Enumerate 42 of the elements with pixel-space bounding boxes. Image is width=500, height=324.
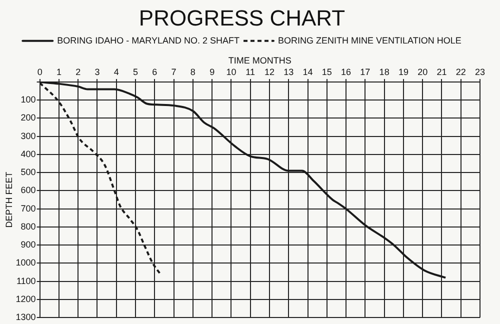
x-tick-label: 8 <box>190 67 196 78</box>
y-tick-label: 900 <box>20 240 36 250</box>
y-tick-label: 200 <box>20 112 36 123</box>
x-tick-label: 6 <box>152 67 158 78</box>
x-tick-label: 5 <box>133 67 138 78</box>
x-tick-label: 11 <box>246 67 256 78</box>
chart-title: PROGRESS CHART <box>138 5 346 30</box>
x-tick-label: 14 <box>302 67 313 78</box>
y-tick-label: 600 <box>20 185 36 196</box>
x-tick-label: 1 <box>56 67 62 78</box>
y-tick-label: 1100 <box>16 276 36 286</box>
x-tick-label: 2 <box>76 67 81 78</box>
legend-label: BORING ZENITH MINE VENTILATION HOLE <box>278 35 462 46</box>
x-tick-label: 4 <box>114 67 119 78</box>
x-tick-label: 10 <box>226 67 236 78</box>
x-tick-label: 18 <box>379 67 390 78</box>
x-axis-title: TIME MONTHS <box>228 55 292 66</box>
y-tick-label: 800 <box>20 221 36 232</box>
y-tick-label: 1000 <box>16 258 36 268</box>
x-tick-label: 19 <box>398 67 408 78</box>
x-tick-label: 7 <box>171 67 176 78</box>
x-tick-label: 22 <box>456 67 466 78</box>
y-tick-label: 100 <box>20 94 36 105</box>
x-tick-label: 17 <box>360 67 370 78</box>
x-tick-label: 3 <box>94 67 100 78</box>
y-tick-label: 500 <box>20 167 36 178</box>
y-tick-label: 400 <box>20 148 36 159</box>
y-tick-label: 300 <box>20 130 36 141</box>
y-tick-label: 1200 <box>16 294 36 304</box>
x-tick-label: 15 <box>322 67 332 78</box>
legend-label: BORING IDAHO - MARYLAND NO. 2 SHAFT <box>57 35 240 46</box>
y-tick-label: 700 <box>20 203 36 214</box>
x-tick-label: 16 <box>341 67 352 78</box>
x-tick-label: 20 <box>418 67 428 78</box>
x-tick-label: 23 <box>474 67 486 78</box>
x-tick-label: 13 <box>284 67 294 78</box>
x-tick-label: 12 <box>264 67 274 78</box>
x-tick-label: 0 <box>37 67 42 78</box>
y-tick-label: 1300 <box>16 312 36 322</box>
x-tick-label: 9 <box>210 67 215 78</box>
y-axis-title: DEPTH FEET <box>4 171 14 228</box>
x-tick-label: 21 <box>436 67 447 78</box>
